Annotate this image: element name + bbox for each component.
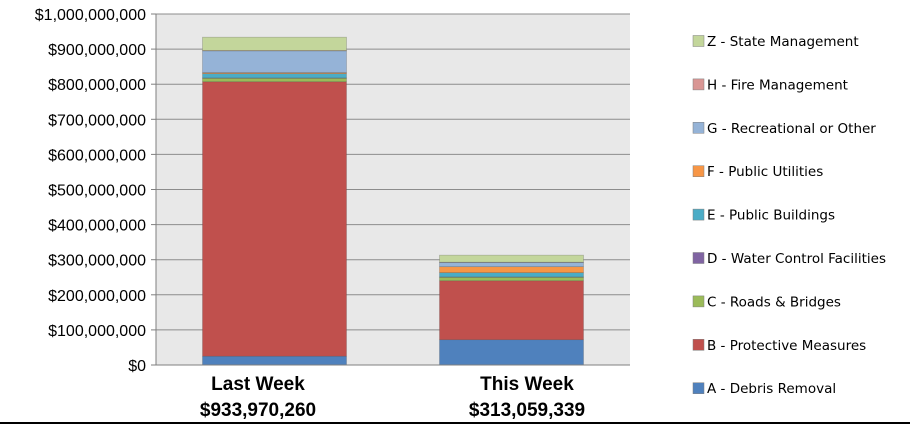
legend: Z - State Management H - Fire Management G…	[692, 34, 886, 397]
bar-segment	[439, 276, 584, 282]
legend-swatch	[692, 35, 705, 47]
legend-label: A - Debris Removal	[707, 381, 836, 397]
legend-label: C - Roads & Bridges	[707, 294, 841, 310]
legend-label: Z - State Management	[707, 34, 859, 50]
legend-label: B - Protective Measures	[707, 338, 866, 354]
legend-label: E - Public Buildings	[707, 208, 835, 224]
y-tick-label: $600,000,000	[48, 147, 146, 164]
y-tick-label: $200,000,000	[48, 288, 146, 305]
bar-segment	[202, 81, 347, 357]
legend-label: F - Public Utilities	[707, 164, 823, 180]
bottom-rule	[0, 422, 910, 424]
legend-label: D - Water Control Facilities	[707, 251, 886, 267]
y-tick-label: $800,000,000	[48, 77, 146, 94]
y-axis-tick-labels: $0 $100,000,000 $200,000,000 $300,000,000 $4…	[35, 7, 146, 375]
y-tick-label: $300,000,000	[48, 253, 146, 270]
bar-segment	[439, 280, 584, 341]
y-tick-label: $500,000,000	[48, 183, 146, 200]
bar-segment	[202, 355, 347, 366]
y-tick-label: $400,000,000	[48, 218, 146, 235]
bars	[202, 36, 584, 366]
y-tick-label: $1,000,000,000	[35, 7, 146, 24]
y-tick-label: $100,000,000	[48, 323, 146, 340]
legend-swatch	[692, 339, 705, 351]
legend-label: H - Fire Management	[707, 77, 848, 93]
category-labels: Last Week $933,970,260 This Week $313,05…	[200, 374, 585, 421]
y-tick-label: $900,000,000	[48, 42, 146, 59]
bar-segment	[202, 73, 347, 79]
y-tick-label: $700,000,000	[48, 112, 146, 129]
legend-swatch	[692, 78, 705, 91]
bar-segment	[439, 266, 584, 273]
legend-swatch	[692, 165, 705, 177]
legend-swatch	[692, 252, 705, 264]
legend-swatch	[692, 295, 705, 308]
category-total-this-week: $313,059,339	[469, 400, 585, 421]
legend-swatch	[692, 208, 705, 221]
bar-segment	[202, 36, 347, 51]
legend-swatch	[692, 122, 705, 134]
bar-segment	[202, 50, 347, 73]
legend-label: G - Recreational or Other	[707, 121, 876, 137]
legend-swatch	[692, 382, 705, 394]
category-label-this-week: This Week	[480, 374, 574, 395]
bar-segment	[202, 77, 347, 83]
bar-segment	[439, 262, 584, 268]
category-label-last-week: Last Week	[211, 374, 305, 395]
bar-segment	[439, 254, 584, 263]
y-tick-label: $0	[128, 358, 146, 375]
bar-segment	[439, 339, 584, 366]
bar-segment	[439, 272, 584, 278]
category-total-last-week: $933,970,260	[200, 400, 316, 421]
